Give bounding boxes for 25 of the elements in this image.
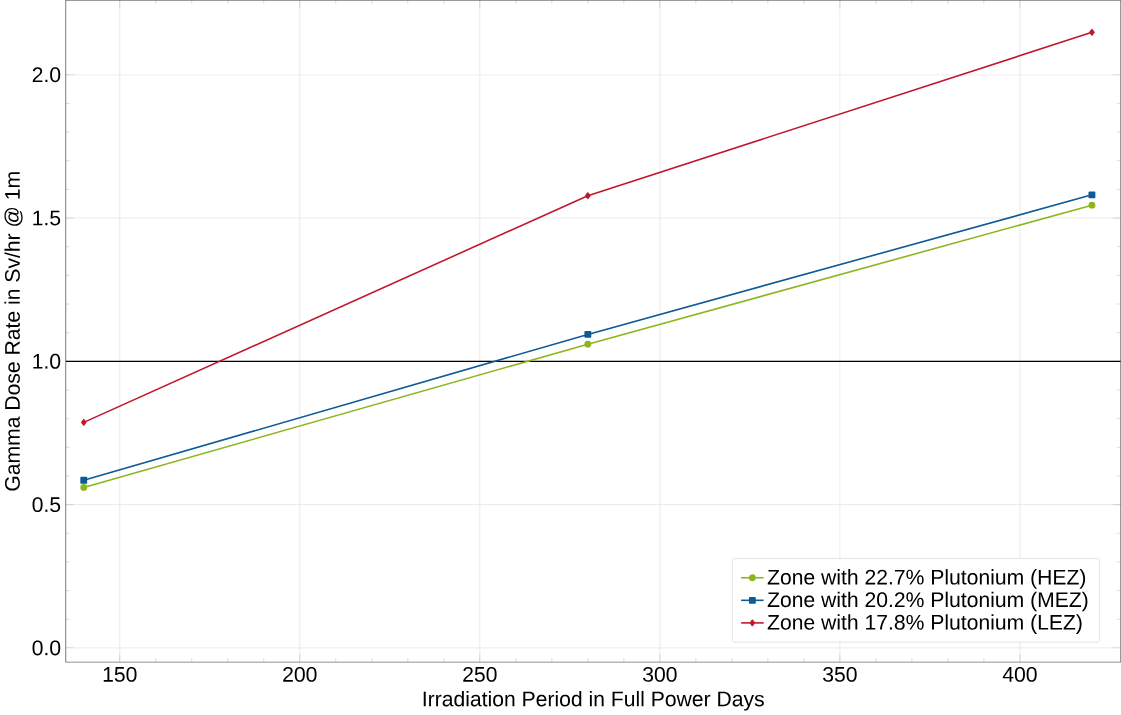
legend-label: Zone with 20.2% Plutonium (MEZ): [767, 591, 1088, 612]
y-tick-label: 1.0: [33, 353, 61, 369]
y-axis-title: Gamma Dose Rate in Sv/hr @ 1m: [4, 172, 23, 491]
point: [80, 418, 87, 426]
x-tick-label: 200: [283, 666, 317, 682]
x-tick-label: 350: [823, 666, 857, 682]
legend-label: Zone with 17.8% Plutonium (LEZ): [767, 614, 1082, 634]
x-tick-label: 150: [103, 666, 137, 682]
point: [584, 340, 592, 348]
x-tick-label: 250: [463, 666, 497, 682]
x-axis-title: Irradiation Period in Full Power Days: [423, 690, 764, 711]
point: [1088, 191, 1096, 199]
y-tick-label: 1.5: [33, 210, 61, 226]
y-tick-label: 0.5: [32, 497, 61, 513]
point: [1089, 28, 1095, 36]
y-tick-label: 0.0: [32, 640, 61, 656]
point: [585, 192, 591, 200]
point: [80, 483, 88, 491]
point: [584, 330, 592, 338]
y-tick-label: 2.0: [32, 67, 61, 83]
legend-label: Zone with 22.7% Plutonium (HEZ): [767, 569, 1086, 589]
x-tick-label: 400: [1002, 666, 1037, 682]
x-tick-label: 300: [643, 666, 677, 682]
point: [1088, 201, 1096, 209]
point: [80, 476, 88, 484]
